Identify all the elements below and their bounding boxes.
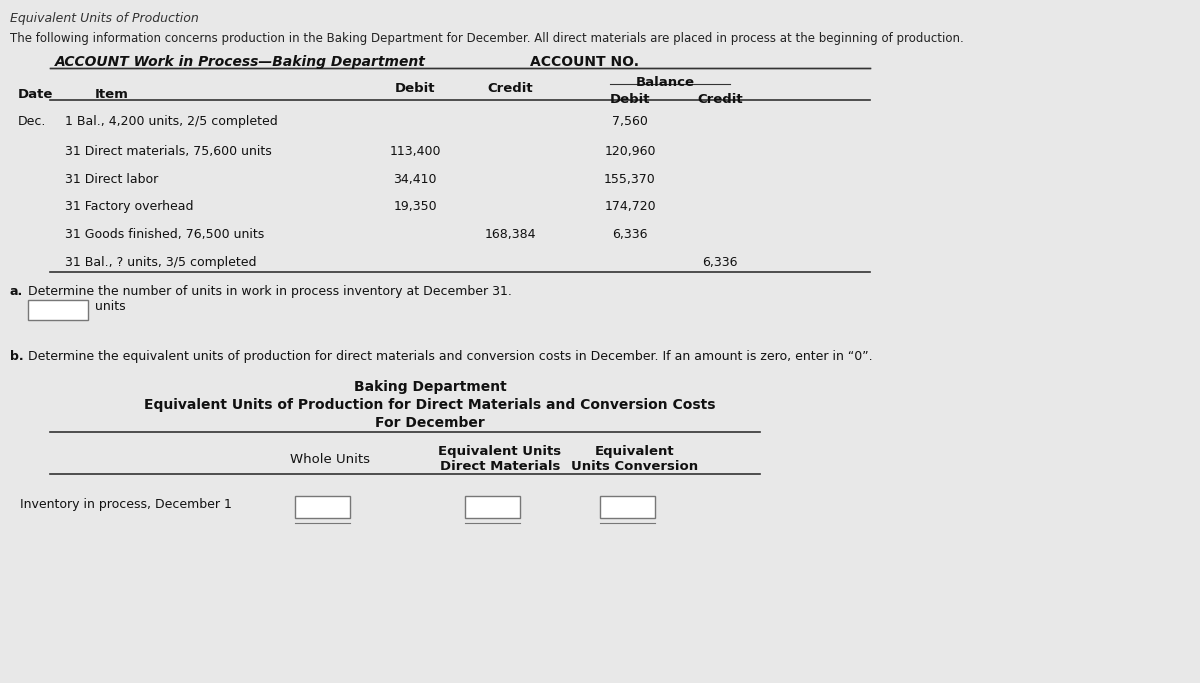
Text: 113,400: 113,400 bbox=[389, 145, 440, 158]
Text: 1 Bal., 4,200 units, 2/5 completed: 1 Bal., 4,200 units, 2/5 completed bbox=[65, 115, 277, 128]
Bar bbox=[28, 300, 88, 320]
Text: Inventory in process, December 1: Inventory in process, December 1 bbox=[20, 498, 232, 511]
Text: 6,336: 6,336 bbox=[612, 228, 648, 241]
Text: Baking Department: Baking Department bbox=[354, 380, 506, 394]
Text: Balance: Balance bbox=[636, 76, 695, 89]
Text: 174,720: 174,720 bbox=[604, 200, 656, 213]
Text: 31 Direct labor: 31 Direct labor bbox=[65, 173, 158, 186]
Text: Equivalent Units of Production for Direct Materials and Conversion Costs: Equivalent Units of Production for Direc… bbox=[144, 398, 715, 412]
Text: 31 Goods finished, 76,500 units: 31 Goods finished, 76,500 units bbox=[65, 228, 264, 241]
Text: Dec.: Dec. bbox=[18, 115, 47, 128]
Text: The following information concerns production in the Baking Department for Decem: The following information concerns produ… bbox=[10, 32, 964, 45]
Text: 31 Factory overhead: 31 Factory overhead bbox=[65, 200, 193, 213]
Text: 34,410: 34,410 bbox=[394, 173, 437, 186]
Text: Equivalent Units: Equivalent Units bbox=[438, 445, 562, 458]
Text: 6,336: 6,336 bbox=[702, 256, 738, 269]
Text: Direct Materials: Direct Materials bbox=[440, 460, 560, 473]
Text: 155,370: 155,370 bbox=[604, 173, 656, 186]
Text: Credit: Credit bbox=[487, 82, 533, 95]
Text: ACCOUNT Work in Process—Baking Department: ACCOUNT Work in Process—Baking Departmen… bbox=[55, 55, 426, 69]
Text: Item: Item bbox=[95, 88, 128, 101]
Text: Units Conversion: Units Conversion bbox=[571, 460, 698, 473]
Text: 19,350: 19,350 bbox=[394, 200, 437, 213]
Text: Debit: Debit bbox=[610, 93, 650, 106]
Text: Credit: Credit bbox=[697, 93, 743, 106]
Text: 31 Direct materials, 75,600 units: 31 Direct materials, 75,600 units bbox=[65, 145, 271, 158]
Text: Determine the equivalent units of production for direct materials and conversion: Determine the equivalent units of produc… bbox=[28, 350, 872, 363]
Text: ACCOUNT NO.: ACCOUNT NO. bbox=[530, 55, 640, 69]
Bar bbox=[466, 496, 520, 518]
Text: Whole Units: Whole Units bbox=[290, 453, 370, 466]
Bar bbox=[600, 496, 655, 518]
Text: 168,384: 168,384 bbox=[485, 228, 535, 241]
Text: 7,560: 7,560 bbox=[612, 115, 648, 128]
Text: units: units bbox=[95, 300, 126, 313]
Text: 120,960: 120,960 bbox=[605, 145, 655, 158]
Text: b.: b. bbox=[10, 350, 24, 363]
Text: a.: a. bbox=[10, 285, 23, 298]
Text: Debit: Debit bbox=[395, 82, 436, 95]
Text: 31 Bal., ? units, 3/5 completed: 31 Bal., ? units, 3/5 completed bbox=[65, 256, 257, 269]
Text: Determine the number of units in work in process inventory at December 31.: Determine the number of units in work in… bbox=[28, 285, 512, 298]
Text: Equivalent Units of Production: Equivalent Units of Production bbox=[10, 12, 199, 25]
Bar bbox=[295, 496, 350, 518]
Text: Equivalent: Equivalent bbox=[595, 445, 674, 458]
Text: Date: Date bbox=[18, 88, 53, 101]
Text: For December: For December bbox=[376, 416, 485, 430]
